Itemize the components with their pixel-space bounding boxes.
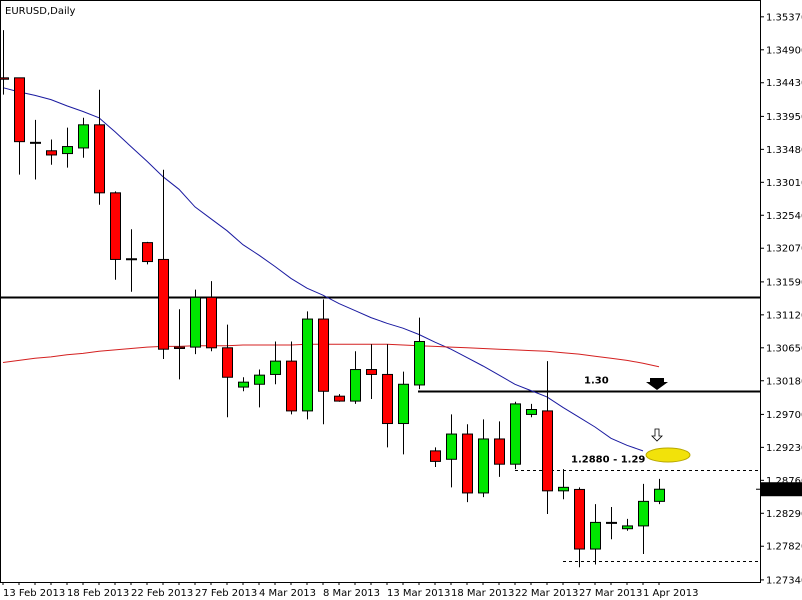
candle-body [158,258,169,350]
x-tick-label: 8 Mar 2013 [323,588,380,599]
candle-body [398,383,409,425]
candle-body [382,373,393,425]
candle-body [254,374,265,385]
candle-body [414,340,425,386]
chart-title: EURUSD,Daily [5,6,76,17]
y-tick-label: 1.35370 [766,12,802,23]
moving-average [2,87,644,452]
highlight-ellipse [645,447,691,463]
candle-body [334,395,345,402]
candle-body [638,500,649,527]
y-tick-label: 1.34900 [766,45,802,56]
plot-frame [0,0,761,583]
y-tick-label: 1.27820 [766,542,802,553]
annotation: 1.2880 - 1.29 [571,455,645,466]
candle-body [446,433,457,460]
candle-body [350,369,361,402]
candle-body [14,77,25,143]
candle-body [542,410,553,492]
candle-body [606,521,617,524]
down-arrow-icon [646,378,668,390]
candle-body [654,488,665,502]
candle-body [574,488,585,550]
x-tick-label: 22 Feb 2013 [131,588,193,599]
candle-body [510,403,521,465]
y-tick-label: 1.31120 [766,310,802,321]
x-tick-label: 13 Feb 2013 [3,588,65,599]
y-tick-label: 1.33950 [766,112,802,123]
y-tick-label: 1.30650 [766,343,802,354]
y-tick-label: 1.29230 [766,443,802,454]
candle-body [174,346,185,349]
candle-body [142,242,153,263]
x-tick-label: 4 Mar 2013 [259,588,316,599]
y-tick-label: 1.31590 [766,277,802,288]
current-price-tag [761,482,802,497]
y-tick-label: 1.32540 [766,211,802,222]
x-tick-label: 1 Apr 2013 [643,588,698,599]
candle-body [494,438,505,465]
candle-body [238,381,249,388]
candle-body [110,192,121,260]
candle-body [30,141,41,144]
candle-body [0,77,9,80]
candle-body [62,146,73,155]
x-tick-label: 13 Mar 2013 [387,588,450,599]
candle-body [46,150,57,156]
y-tick-label: 1.27340 [766,575,802,586]
x-tick-label: 22 Mar 2013 [515,588,578,599]
candle-body [430,450,441,462]
candle-body [78,124,89,149]
x-tick-label: 27 Feb 2013 [195,588,257,599]
candle-body [366,369,377,375]
candle-body [462,433,473,494]
y-tick-label: 1.30180 [766,376,802,387]
current-price-label: 1.28633 [763,485,802,496]
y-tick-label: 1.33010 [766,178,802,189]
candle-body [318,318,329,392]
y-tick-label: 1.32070 [766,244,802,255]
candle-body [94,124,105,194]
candle-body [222,347,233,378]
y-tick-label: 1.28760 [766,476,802,487]
moving-average [2,343,660,368]
candle-body [590,521,601,550]
candle-body [126,258,137,261]
down-arrow-icon [651,428,663,442]
candle-body [190,296,201,348]
candle-body [558,486,569,492]
candle-body [526,409,537,415]
x-tick-label: 27 Mar 2013 [579,588,642,599]
x-tick-label: 18 Mar 2013 [451,588,514,599]
candle-body [302,318,313,412]
candle-body [286,360,297,412]
y-tick-label: 1.33480 [766,145,802,156]
y-tick-label: 1.29700 [766,410,802,421]
y-tick-label: 1.34430 [766,78,802,89]
annotation: 1.30 [584,376,609,387]
candle-body [206,296,217,349]
candle-body [478,438,489,494]
candle-body [270,360,281,375]
candle-body [622,525,633,530]
x-tick-label: 18 Feb 2013 [67,588,129,599]
y-tick-label: 1.28290 [766,509,802,520]
